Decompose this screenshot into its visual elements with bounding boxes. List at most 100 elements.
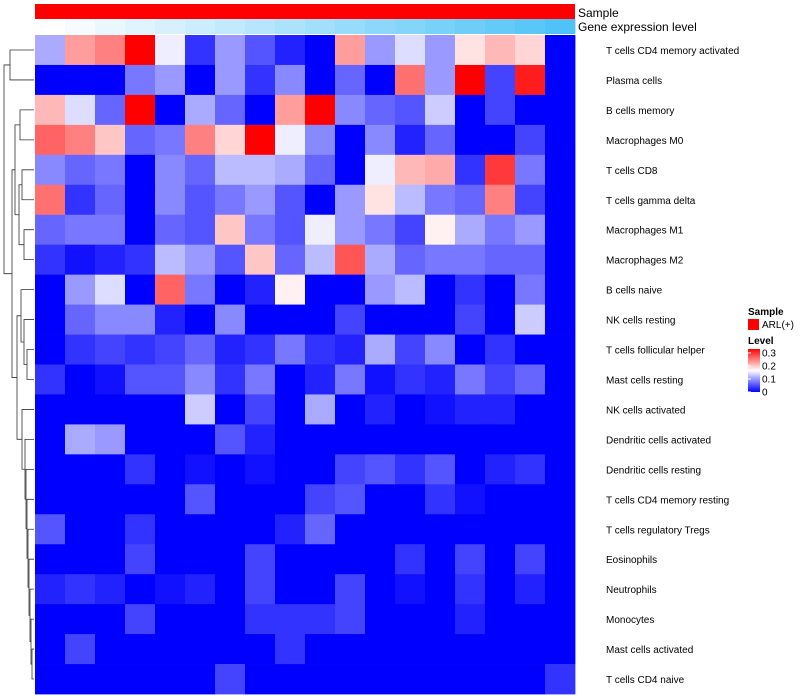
heatmap-cell	[35, 334, 66, 365]
heatmap-cell	[245, 124, 276, 156]
heatmap-cell	[245, 514, 276, 545]
heatmap-cell	[155, 94, 186, 126]
heatmap-cell	[275, 35, 306, 66]
heatmap-cell	[155, 664, 186, 695]
row-label: T cells CD4 memory resting	[606, 495, 729, 506]
heatmap-cell	[215, 94, 246, 126]
heatmap-cell	[215, 364, 246, 395]
heatmap-cell	[245, 634, 276, 665]
heatmap-cell	[215, 244, 246, 276]
heatmap-cell	[365, 574, 396, 605]
heatmap-cell	[215, 35, 246, 66]
heatmap-cell	[515, 604, 546, 635]
heatmap-cell	[125, 304, 156, 335]
annotation-label-sample: Sample	[578, 6, 619, 20]
heatmap-cell	[515, 35, 546, 66]
heatmap-cell	[515, 664, 546, 695]
heatmap-cell	[485, 634, 516, 665]
heatmap-cell	[35, 544, 66, 575]
heatmap-cell	[155, 64, 186, 96]
heatmap-cell	[185, 154, 216, 186]
heatmap-cell	[455, 544, 486, 575]
heatmap-cell	[485, 304, 516, 335]
heatmap-cell	[275, 214, 306, 246]
dendrogram-branch	[31, 648, 34, 680]
heatmap-cell	[305, 424, 336, 455]
heatmap-cell	[305, 214, 336, 246]
heatmap-cell	[545, 364, 576, 395]
gene-expression-cell	[425, 19, 456, 34]
row-label: Macrophages M1	[606, 226, 684, 237]
heatmap-cell	[155, 274, 186, 305]
heatmap-cell	[215, 214, 246, 246]
legend-sample-entry: ARL(+)	[762, 320, 794, 331]
heatmap-cell	[185, 364, 216, 395]
heatmap-cell	[395, 244, 426, 276]
heatmap-cell	[185, 394, 216, 425]
heatmap-cell	[545, 154, 576, 186]
row-label: T cells CD8	[606, 166, 658, 177]
heatmap-cell	[425, 64, 456, 96]
heatmap-cell	[305, 364, 336, 395]
heatmap-cell	[95, 514, 126, 545]
heatmap-cell	[245, 664, 276, 695]
dendrogram-branch	[20, 289, 34, 343]
heatmap-cell	[275, 484, 306, 515]
heatmap-cell	[425, 364, 456, 395]
heatmap-cell	[305, 244, 336, 276]
heatmap-cell	[245, 184, 276, 216]
heatmap-cell	[545, 334, 576, 365]
heatmap-cell	[35, 664, 66, 695]
row-label: Neutrophils	[606, 585, 657, 596]
gene-expression-cell	[215, 19, 246, 34]
heatmap-cell	[95, 454, 126, 485]
heatmap-cell	[125, 574, 156, 605]
heatmap-cell	[185, 64, 216, 96]
heatmap-cell	[305, 544, 336, 575]
heatmap-cell	[365, 454, 396, 485]
heatmap-cell	[335, 424, 366, 455]
heatmap-cell	[95, 184, 126, 216]
heatmap-cell	[125, 274, 156, 305]
heatmap-cell	[365, 604, 396, 635]
heatmap-cell	[35, 364, 66, 395]
heatmap-cell	[185, 544, 216, 575]
heatmap-cell	[545, 244, 576, 276]
heatmap-cell	[515, 634, 546, 665]
heatmap-cell	[305, 454, 336, 485]
row-label: Eosinophils	[606, 555, 657, 566]
heatmap-cell	[185, 664, 216, 695]
heatmap-cell	[425, 544, 456, 575]
heatmap-cell	[155, 634, 186, 665]
dendrogram-branch	[19, 109, 34, 141]
heatmap-cell	[365, 334, 396, 365]
heatmap-cell	[125, 35, 156, 66]
heatmap-cell	[155, 454, 186, 485]
heatmap-cell	[95, 334, 126, 365]
gene-expression-cell	[155, 19, 186, 34]
heatmap-cell	[545, 424, 576, 455]
legend-level-title: Level	[748, 336, 774, 347]
heatmap-cell	[515, 94, 546, 126]
heatmap-cell	[455, 424, 486, 455]
heatmap-cell	[65, 214, 96, 246]
heatmap-cell	[245, 364, 276, 395]
heatmap-cell	[455, 94, 486, 126]
heatmap-cell	[425, 274, 456, 305]
heatmap-cell	[35, 394, 66, 425]
heatmap-cell	[185, 604, 216, 635]
heatmap-cell	[275, 394, 306, 425]
heatmap-cell	[95, 484, 126, 515]
heatmap-cell	[485, 184, 516, 216]
heatmap-cell	[395, 274, 426, 305]
heatmap-cell	[335, 454, 366, 485]
heatmap-cell	[275, 124, 306, 156]
heatmap-cell	[395, 35, 426, 66]
heatmap-cell	[545, 574, 576, 605]
heatmap-cell	[365, 544, 396, 575]
heatmap-cell	[305, 574, 336, 605]
heatmap-cell	[545, 274, 576, 305]
heatmap-cell	[65, 574, 96, 605]
heatmap-cell	[275, 364, 306, 395]
heatmap-cell	[215, 154, 246, 186]
